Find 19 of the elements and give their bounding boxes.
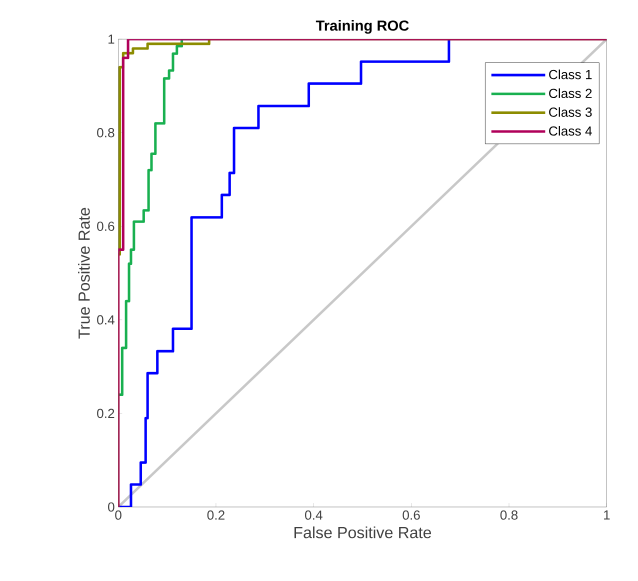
chart-title: Training ROC	[316, 20, 409, 34]
x-tick-label: 0.2	[207, 510, 224, 520]
y-tick-label: 0.2	[97, 408, 114, 418]
x-tick-label: 0.6	[402, 510, 420, 520]
x-tick-label: 0.8	[500, 510, 518, 520]
x-axis-title: False Positive Rate	[294, 526, 432, 538]
y-tick-label: 1	[108, 34, 114, 44]
y-tick-label: 0.8	[97, 128, 114, 138]
legend-label: Class 3	[549, 107, 592, 117]
y-axis-title: True Positive Rate	[78, 208, 90, 338]
x-tick-label: 1	[604, 510, 610, 520]
y-tick-label: 0	[108, 502, 114, 512]
x-tick-label: 0	[115, 510, 122, 520]
legend-label: Class 1	[549, 69, 592, 80]
legend-label: Class 2	[549, 88, 592, 98]
x-tick-label: 0.4	[305, 510, 322, 520]
y-tick-label: 0.6	[97, 221, 114, 231]
y-tick-label: 0.4	[97, 315, 114, 324]
legend-label: Class 4	[549, 126, 592, 136]
